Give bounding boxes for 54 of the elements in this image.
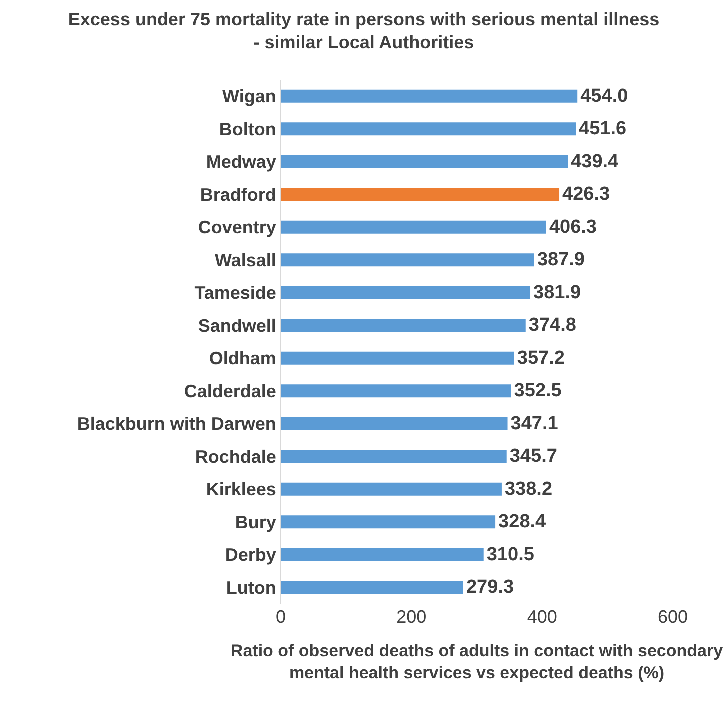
data-label: 451.6 [579,118,627,140]
y-tick-label: Sandwell [198,316,276,336]
bar [281,90,578,103]
bar [281,548,484,562]
data-label: 374.8 [528,315,576,336]
y-tick-label: Coventry [198,218,276,238]
data-label: 310.5 [486,544,535,566]
data-label: 352.5 [514,380,562,402]
bar [281,155,568,168]
data-label: 406.3 [549,216,597,238]
y-tick-label: Bolton [219,119,276,140]
data-label: 439.4 [571,151,620,172]
data-label: 279.3 [466,577,514,598]
bar [281,450,507,464]
y-tick-label: Bury [235,512,276,532]
y-tick-label: Tameside [194,283,276,304]
bar [281,352,514,365]
y-tick-label: Kirklees [206,480,276,500]
data-label: 345.7 [510,446,558,468]
y-tick-label: Wigan [222,86,276,107]
bar [281,417,508,430]
bar [281,188,560,202]
data-label: 426.3 [562,184,610,206]
y-tick-label: Walsall [215,250,276,270]
data-label: 387.9 [537,250,585,271]
chart-title: Excess under 75 mortality rate in persons with serious mental illness - similar Local Authorities [68,9,660,53]
data-label: 381.9 [534,282,582,304]
data-label: 328.4 [498,512,547,533]
data-label: 454.0 [580,86,628,107]
data-label: 347.1 [510,413,559,434]
x-tick-label: 600 [658,607,688,627]
y-tick-label: Blackburn with Darwen [77,414,276,434]
x-tick-label: 400 [527,607,558,627]
y-tick-label: Calderdale [184,381,276,402]
y-tick-label: Medway [206,152,276,172]
bar [281,220,546,234]
bar [281,254,534,267]
y-tick-label: Oldham [209,348,276,369]
data-label: 338.2 [504,478,553,500]
x-tick-label: 0 [276,607,286,627]
bar [281,516,496,529]
x-tick-label: 200 [396,607,427,627]
bar [281,384,512,398]
bar [281,122,576,136]
data-label: 357.2 [517,348,565,369]
bar [281,482,502,496]
y-tick-label: Rochdale [195,446,276,467]
y-tick-label: Luton [226,578,276,598]
bar [281,286,531,300]
bar [281,319,526,332]
x-axis-title: Ratio of observed deaths of adults in contact with secondary mental health services vs expected deaths (%) [230,641,724,682]
y-tick-label: Derby [225,545,276,566]
y-tick-label: Bradford [200,184,276,205]
bar [281,581,464,594]
